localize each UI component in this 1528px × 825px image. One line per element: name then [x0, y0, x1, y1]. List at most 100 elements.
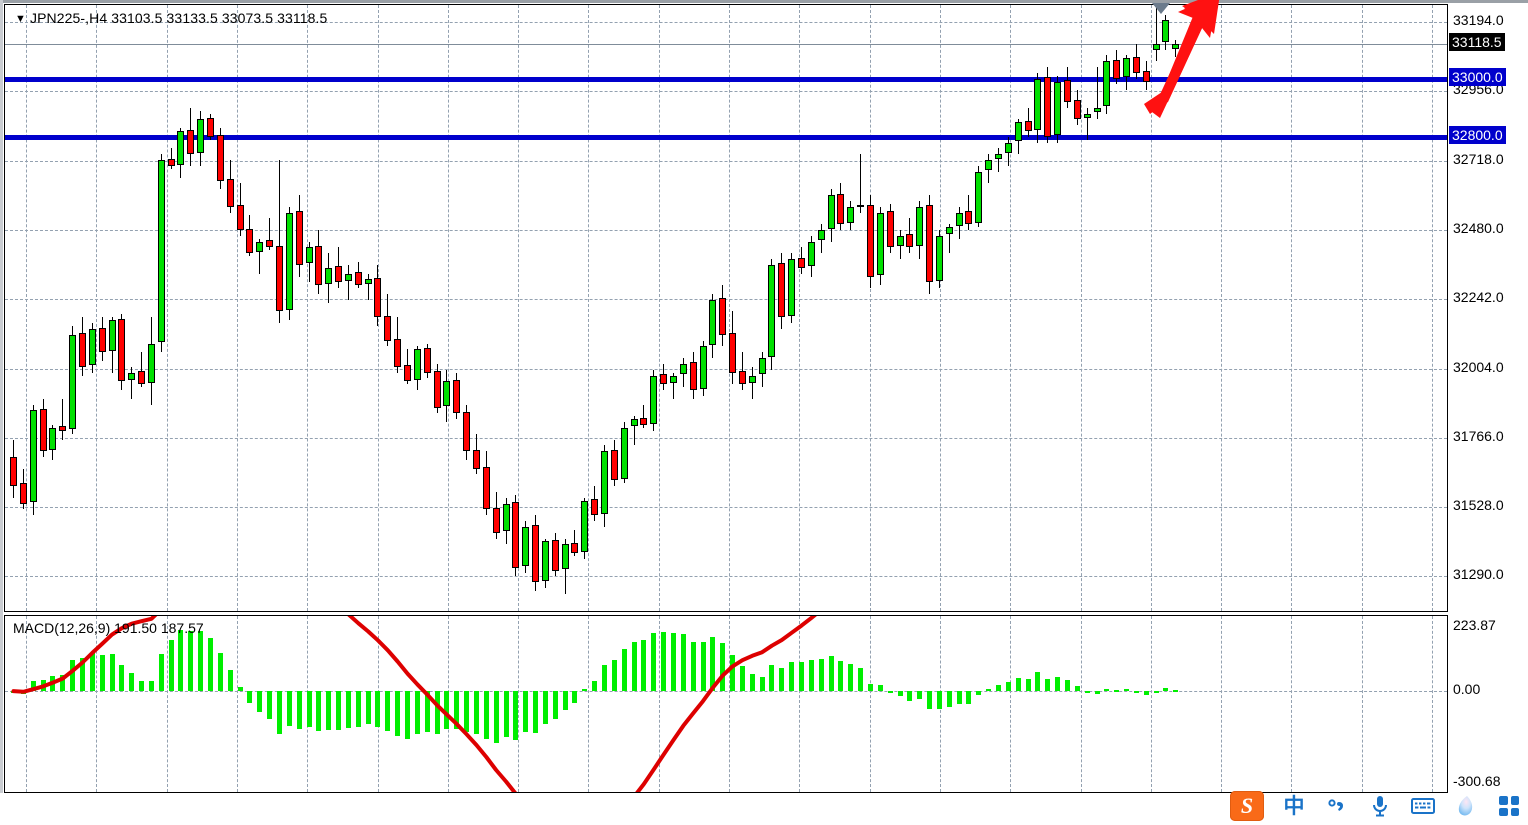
level-price-label[interactable]: 33000.0 — [1449, 67, 1506, 86]
candle-body-bearish — [512, 502, 520, 568]
macd-histogram-bar — [434, 691, 440, 735]
macd-histogram-bar — [158, 653, 164, 692]
candlestick — [413, 5, 421, 611]
candlestick — [88, 5, 96, 611]
quote-header: ▼ JPN225-,H4 33103.5 33133.5 33073.5 3311… — [15, 10, 327, 26]
candle-body-bullish — [1054, 81, 1062, 136]
price-chart-pane[interactable]: ▼ JPN225-,H4 33103.5 33133.5 33073.5 3311… — [4, 4, 1448, 612]
macd-histogram-bar — [217, 653, 223, 692]
candlestick — [512, 5, 520, 611]
gridline-vertical — [96, 616, 98, 792]
candlestick — [551, 5, 559, 611]
candle-wick — [643, 404, 645, 428]
chinese-mode-icon[interactable]: 中 — [1281, 793, 1307, 819]
candle-wick — [269, 218, 271, 251]
candle-body-bearish — [266, 240, 274, 248]
candle-wick — [633, 416, 635, 446]
sogou-logo-icon[interactable]: S — [1230, 791, 1264, 821]
sogou-logo-glyph: S — [1240, 793, 1254, 818]
candle-body-bearish — [719, 298, 727, 335]
candlestick — [305, 5, 313, 611]
candle-body-bearish — [660, 374, 668, 385]
candle-body-bullish — [601, 451, 608, 514]
level-price-label[interactable]: 32800.0 — [1449, 125, 1506, 144]
gridline-vertical — [869, 5, 871, 611]
candle-body-bearish — [729, 333, 737, 373]
gridline-vertical — [26, 616, 27, 792]
macd-zero-line — [5, 691, 1447, 693]
macd-histogram-bar — [276, 691, 282, 734]
candlestick — [955, 5, 963, 611]
macd-histogram-bar — [503, 691, 509, 738]
candle-body-bearish — [118, 318, 126, 382]
punctuation-mode-icon[interactable] — [1324, 793, 1350, 819]
macd-histogram-bar — [129, 673, 135, 692]
gridline-vertical — [1221, 616, 1223, 792]
macd-histogram-bar — [493, 691, 499, 743]
microphone-icon[interactable] — [1367, 793, 1393, 819]
candlestick — [916, 5, 924, 611]
candlestick — [335, 5, 343, 611]
candlestick — [472, 5, 480, 611]
macd-histogram-bar — [1163, 688, 1169, 692]
candle-body-bullish — [669, 375, 677, 383]
gridline-vertical — [447, 5, 449, 611]
skin-icon[interactable] — [1453, 793, 1479, 819]
candle-body-bearish — [453, 379, 461, 414]
candlestick — [108, 5, 116, 611]
candlestick — [995, 5, 1002, 611]
quote-header-text: JPN225-,H4 33103.5 33133.5 33073.5 33118… — [30, 10, 328, 26]
candle-body-bearish — [837, 193, 845, 225]
candlestick — [69, 5, 77, 611]
candlestick — [463, 5, 471, 611]
support-line-32800[interactable] — [5, 134, 1447, 140]
candle-body-bullish — [413, 349, 421, 380]
gridline-vertical — [518, 5, 520, 611]
sogou-ime-toolbar[interactable]: S 中 — [1230, 789, 1522, 823]
candlestick — [1024, 5, 1032, 611]
candlestick — [344, 5, 352, 611]
gridline-horizontal — [5, 437, 1447, 439]
candle-body-bullish — [325, 267, 333, 284]
macd-histogram-bar — [877, 684, 883, 692]
toolbox-icon[interactable] — [1496, 793, 1522, 819]
candle-body-bullish — [177, 131, 185, 165]
candlestick — [935, 5, 943, 611]
candlestick — [216, 5, 224, 611]
gridline-vertical — [236, 616, 238, 792]
candlestick — [522, 5, 530, 611]
macd-indicator-pane[interactable]: MACD(12,26,9) 191.50 187.57 — [4, 615, 1448, 793]
candlestick — [1034, 5, 1042, 611]
candlestick — [187, 5, 195, 611]
triangle-down-icon[interactable]: ▼ — [15, 13, 26, 25]
candle-body-bearish — [384, 315, 392, 341]
macd-histogram-bar — [976, 691, 982, 696]
candle-body-bullish — [935, 235, 943, 281]
support-line-33000[interactable] — [5, 76, 1447, 82]
candle-body-bearish — [906, 234, 914, 248]
candlestick — [798, 5, 805, 611]
candlestick — [975, 5, 983, 611]
candle-body-bullish — [364, 279, 372, 284]
macd-histogram-bar — [473, 691, 479, 735]
candle-body-bullish — [1004, 142, 1012, 153]
candlestick — [364, 5, 372, 611]
candle-body-bearish — [433, 371, 441, 408]
macd-histogram-bar — [1173, 690, 1179, 693]
macd-histogram-bar — [336, 691, 342, 731]
gridline-horizontal — [5, 229, 1447, 231]
candlestick — [591, 5, 599, 611]
candle-body-bullish — [285, 212, 293, 311]
price-scale[interactable]: 33194.0 32956.0 32718.0 32480.0 32242.0 32004… — [1449, 4, 1528, 612]
candle-body-bullish — [344, 273, 352, 281]
macd-histogram-bar — [424, 691, 430, 733]
candle-body-bearish — [689, 362, 697, 391]
gridline-vertical — [869, 616, 871, 792]
candlestick — [1142, 5, 1150, 611]
macd-scale[interactable]: 223.87 0.00 -300.68 — [1449, 615, 1528, 793]
macd-histogram-bar — [70, 660, 76, 692]
candlestick — [719, 5, 727, 611]
keyboard-icon[interactable] — [1410, 793, 1436, 819]
gridline-vertical — [1361, 616, 1363, 792]
gridline-vertical — [1080, 616, 1082, 792]
